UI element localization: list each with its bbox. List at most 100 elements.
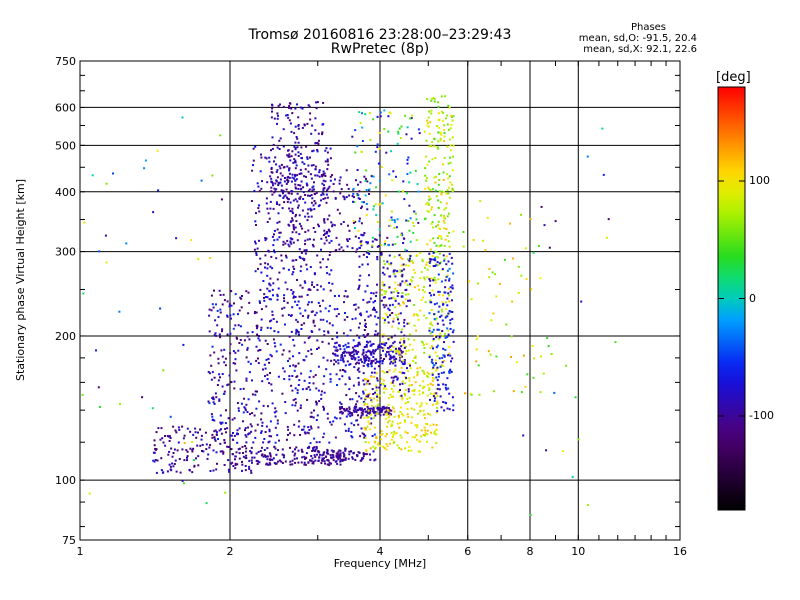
data-point <box>431 362 434 365</box>
data-point <box>105 261 108 264</box>
x-tick-label: 6 <box>464 545 471 558</box>
data-point <box>295 259 298 261</box>
data-point <box>322 356 325 359</box>
data-point <box>304 239 307 242</box>
data-point <box>387 407 390 410</box>
data-point <box>381 281 384 284</box>
data-point <box>274 415 277 418</box>
data-point <box>336 384 338 386</box>
data-point <box>294 161 297 164</box>
data-point <box>357 414 359 417</box>
data-point <box>283 195 286 198</box>
data-point <box>235 336 238 339</box>
data-point <box>277 104 280 107</box>
data-point <box>428 252 431 255</box>
data-point <box>395 352 398 355</box>
data-point <box>360 242 363 245</box>
data-point <box>320 174 323 176</box>
data-point <box>366 425 369 428</box>
data-point <box>356 408 359 411</box>
data-point <box>218 373 221 376</box>
data-point <box>408 229 411 232</box>
data-point <box>406 126 409 129</box>
data-point <box>333 308 336 311</box>
data-point <box>362 372 365 375</box>
data-point <box>153 444 156 447</box>
data-point <box>376 347 379 350</box>
data-point <box>389 442 392 445</box>
data-point <box>288 176 291 179</box>
data-point <box>363 361 366 364</box>
data-point <box>358 395 361 398</box>
data-point <box>355 405 358 408</box>
data-point <box>244 407 247 410</box>
data-point <box>241 445 244 448</box>
data-point <box>275 163 278 166</box>
data-point <box>406 408 409 410</box>
data-point <box>429 260 432 263</box>
data-point <box>266 267 269 270</box>
data-point <box>354 358 357 361</box>
data-point <box>217 357 220 360</box>
data-point <box>383 447 386 450</box>
data-point <box>369 412 371 414</box>
data-point <box>428 278 431 281</box>
data-point <box>377 360 380 363</box>
data-point <box>282 267 285 270</box>
data-point <box>293 454 296 457</box>
data-point <box>395 175 397 178</box>
data-point <box>338 378 341 381</box>
data-point <box>286 425 289 428</box>
data-point <box>446 123 449 126</box>
data-point <box>309 370 312 373</box>
data-point <box>351 247 354 250</box>
data-point <box>448 252 451 255</box>
data-point <box>301 286 304 289</box>
data-point <box>393 340 396 343</box>
data-point <box>292 291 295 293</box>
data-point <box>269 277 272 280</box>
data-point <box>393 272 396 275</box>
data-point <box>347 430 350 432</box>
data-point <box>392 320 395 323</box>
data-point <box>304 281 307 284</box>
data-point <box>183 459 186 462</box>
data-point <box>387 421 389 424</box>
data-point <box>209 470 212 472</box>
data-point <box>429 239 432 242</box>
data-point <box>292 295 295 298</box>
data-point <box>317 139 320 142</box>
data-point <box>430 301 433 304</box>
data-point <box>402 180 405 183</box>
data-point <box>244 465 247 467</box>
data-point <box>215 433 218 436</box>
data-point <box>402 242 405 244</box>
data-point <box>287 223 290 226</box>
data-point <box>287 149 289 152</box>
data-point <box>374 446 377 449</box>
data-point <box>366 256 368 259</box>
data-point <box>250 446 253 449</box>
data-point <box>366 242 369 245</box>
data-point <box>219 294 222 296</box>
data-point <box>288 245 291 248</box>
data-point <box>382 387 385 390</box>
data-point <box>335 360 337 363</box>
data-point <box>271 110 273 113</box>
data-point <box>448 346 451 349</box>
data-point <box>376 412 379 415</box>
data-point <box>255 311 258 314</box>
data-point <box>432 403 434 406</box>
data-point <box>322 408 325 411</box>
data-point <box>289 240 292 243</box>
data-point <box>226 333 229 336</box>
data-point <box>258 400 261 403</box>
data-point <box>299 312 302 315</box>
data-point <box>323 218 326 221</box>
data-point <box>393 255 396 258</box>
data-point <box>347 342 350 345</box>
data-point <box>295 330 298 333</box>
data-point <box>230 290 233 293</box>
data-point <box>440 235 443 238</box>
data-point <box>265 197 268 200</box>
